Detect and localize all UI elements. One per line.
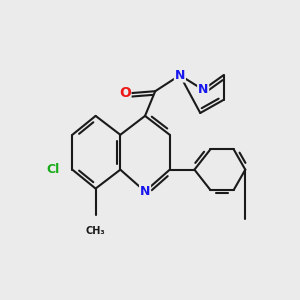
Text: N: N — [140, 185, 150, 198]
Text: Cl: Cl — [47, 163, 60, 176]
Text: N: N — [198, 83, 208, 96]
Text: N: N — [175, 69, 185, 82]
Text: CH₃: CH₃ — [86, 226, 105, 236]
Text: O: O — [119, 86, 130, 100]
